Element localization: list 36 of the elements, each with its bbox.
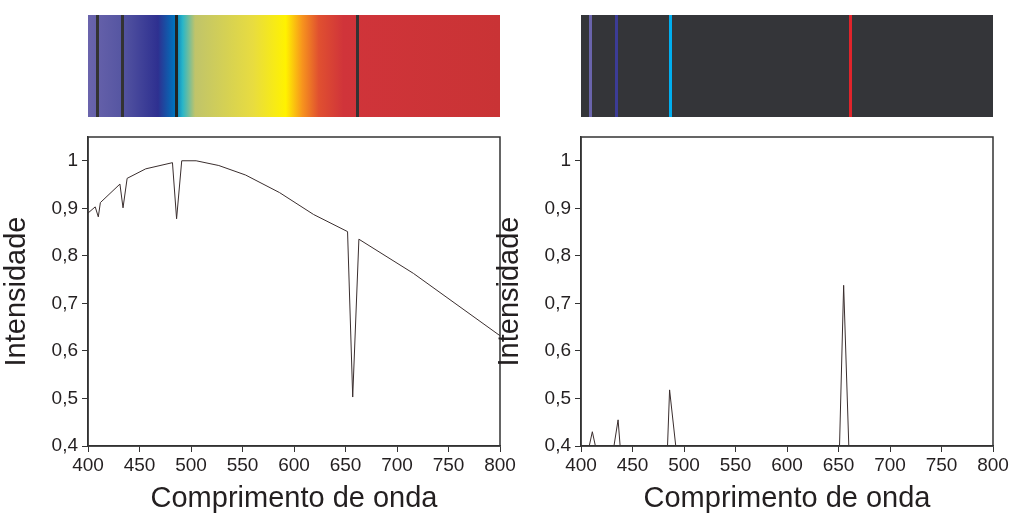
x-tick-label: 700: [381, 453, 413, 475]
x-tick-label: 450: [123, 453, 156, 475]
x-tick-label: 800: [977, 453, 1009, 475]
y-tick-label: 0,9: [544, 196, 571, 218]
x-axis-title: Comprimento de onda: [643, 480, 932, 513]
x-tick-label: 450: [616, 453, 649, 475]
y-tick-label: 0,7: [544, 291, 571, 313]
x-tick-label: 550: [719, 453, 752, 475]
x-tick-label: 700: [874, 453, 906, 475]
x-tick-label: 600: [278, 453, 310, 475]
y-tick-label: 0,5: [544, 386, 571, 408]
y-tick-label: 0,4: [544, 434, 572, 456]
x-tick-label: 750: [925, 453, 958, 475]
y-tick-label: 0,6: [544, 339, 571, 361]
y-axis-title: Intensidade: [0, 216, 32, 367]
x-tick-label: 400: [565, 453, 597, 475]
x-tick-label: 800: [484, 453, 516, 475]
y-tick-label: 0,4: [51, 434, 79, 456]
y-tick-label: 1: [67, 149, 78, 170]
x-tick-label: 500: [668, 453, 700, 475]
x-tick-label: 650: [822, 453, 855, 475]
x-tick-label: 500: [175, 453, 207, 475]
x-tick-label: 750: [432, 453, 465, 475]
y-tick-label: 0,6: [51, 339, 78, 361]
x-tick-label: 600: [771, 453, 803, 475]
y-tick-label: 0,8: [544, 244, 571, 266]
x-tick-label: 650: [329, 453, 362, 475]
y-tick-label: 0,7: [51, 291, 78, 313]
y-tick-label: 1: [560, 149, 571, 170]
x-axis-title: Comprimento de onda: [150, 480, 439, 513]
y-tick-label: 0,5: [51, 386, 78, 408]
x-tick-label: 550: [226, 453, 259, 475]
x-tick-label: 400: [72, 453, 104, 475]
y-tick-label: 0,9: [51, 196, 78, 218]
y-tick-label: 0,8: [51, 244, 78, 266]
y-axis-title: Intensidade: [492, 216, 525, 367]
